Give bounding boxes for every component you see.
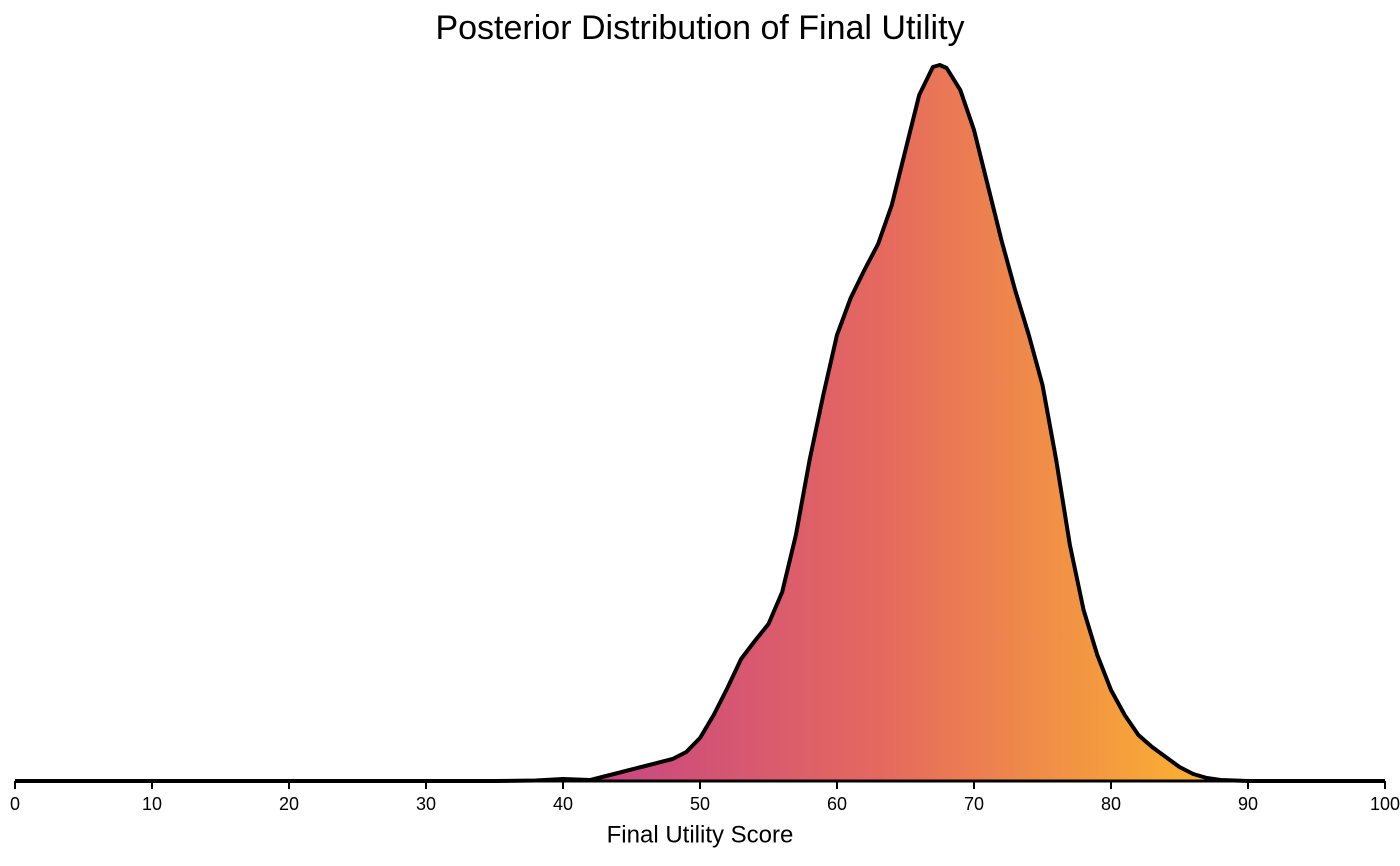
x-tick-label: 20 (279, 794, 299, 814)
x-tick-label: 60 (827, 794, 847, 814)
density-area (15, 65, 1385, 781)
x-tick-label: 10 (142, 794, 162, 814)
x-tick-label: 40 (553, 794, 573, 814)
x-axis-label: Final Utility Score (607, 821, 794, 848)
x-tick-label: 0 (10, 794, 20, 814)
density-line (15, 63, 1385, 783)
x-tick-label: 50 (690, 794, 710, 814)
x-tick-label: 80 (1101, 794, 1121, 814)
x-tick-label: 70 (964, 794, 984, 814)
chart-title: Posterior Distribution of Final Utility (435, 9, 964, 47)
x-tick-label: 100 (1370, 794, 1400, 814)
x-tick-label: 90 (1238, 794, 1258, 814)
x-tick-label: 30 (416, 794, 436, 814)
